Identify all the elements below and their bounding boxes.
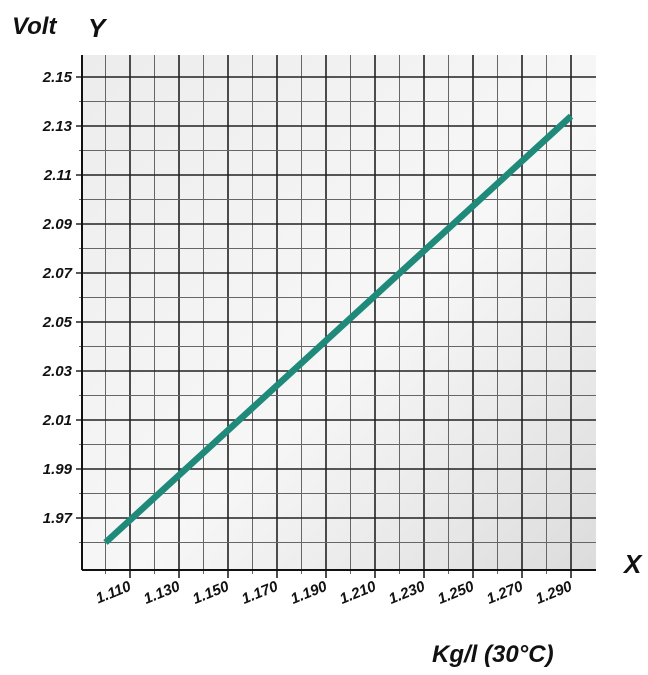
y-tick-label: 2.09 xyxy=(42,216,73,233)
y-tick-labels: 2.15 2.13 2.11 2.09 2.07 2.05 2.03 2.01 1.99 1.97 xyxy=(42,69,73,527)
y-tick-label: 2.13 xyxy=(42,118,73,135)
y-tick-label: 2.11 xyxy=(43,167,72,184)
x-tick-label: 1.290 xyxy=(533,578,575,608)
x-axis-label: Kg/l (30°C) xyxy=(432,641,554,668)
y-tick-label: 1.99 xyxy=(43,461,73,478)
x-tick-label: 1.110 xyxy=(93,578,134,608)
x-tick-label: 1.250 xyxy=(435,578,477,608)
y-tick-label: 1.97 xyxy=(43,510,73,527)
x-tick-label: 1.190 xyxy=(288,578,330,608)
x-tick-label: 1.210 xyxy=(337,578,379,608)
series-group xyxy=(103,113,574,545)
x-axis-letter: X xyxy=(622,549,643,579)
x-tick-labels: 1.110 1.130 1.150 1.170 1.190 1.210 1.230 1.250… xyxy=(93,578,575,608)
y-axis-label: Volt xyxy=(12,13,57,40)
y-axis-letter: Y xyxy=(88,13,108,43)
y-tick-label: 2.05 xyxy=(42,314,73,331)
grid xyxy=(76,55,596,578)
x-tick-label: 1.150 xyxy=(190,578,232,608)
y-tick-label: 2.03 xyxy=(42,363,73,380)
y-tick-label: 2.07 xyxy=(42,265,73,282)
y-tick-label: 2.01 xyxy=(42,412,72,429)
x-tick-label: 1.270 xyxy=(484,578,526,608)
axes xyxy=(81,55,596,571)
series-line xyxy=(103,113,574,545)
x-tick-label: 1.130 xyxy=(141,578,183,608)
x-tick-label: 1.170 xyxy=(239,578,281,608)
y-tick-label: 2.15 xyxy=(42,69,73,86)
x-tick-label: 1.230 xyxy=(386,578,428,608)
